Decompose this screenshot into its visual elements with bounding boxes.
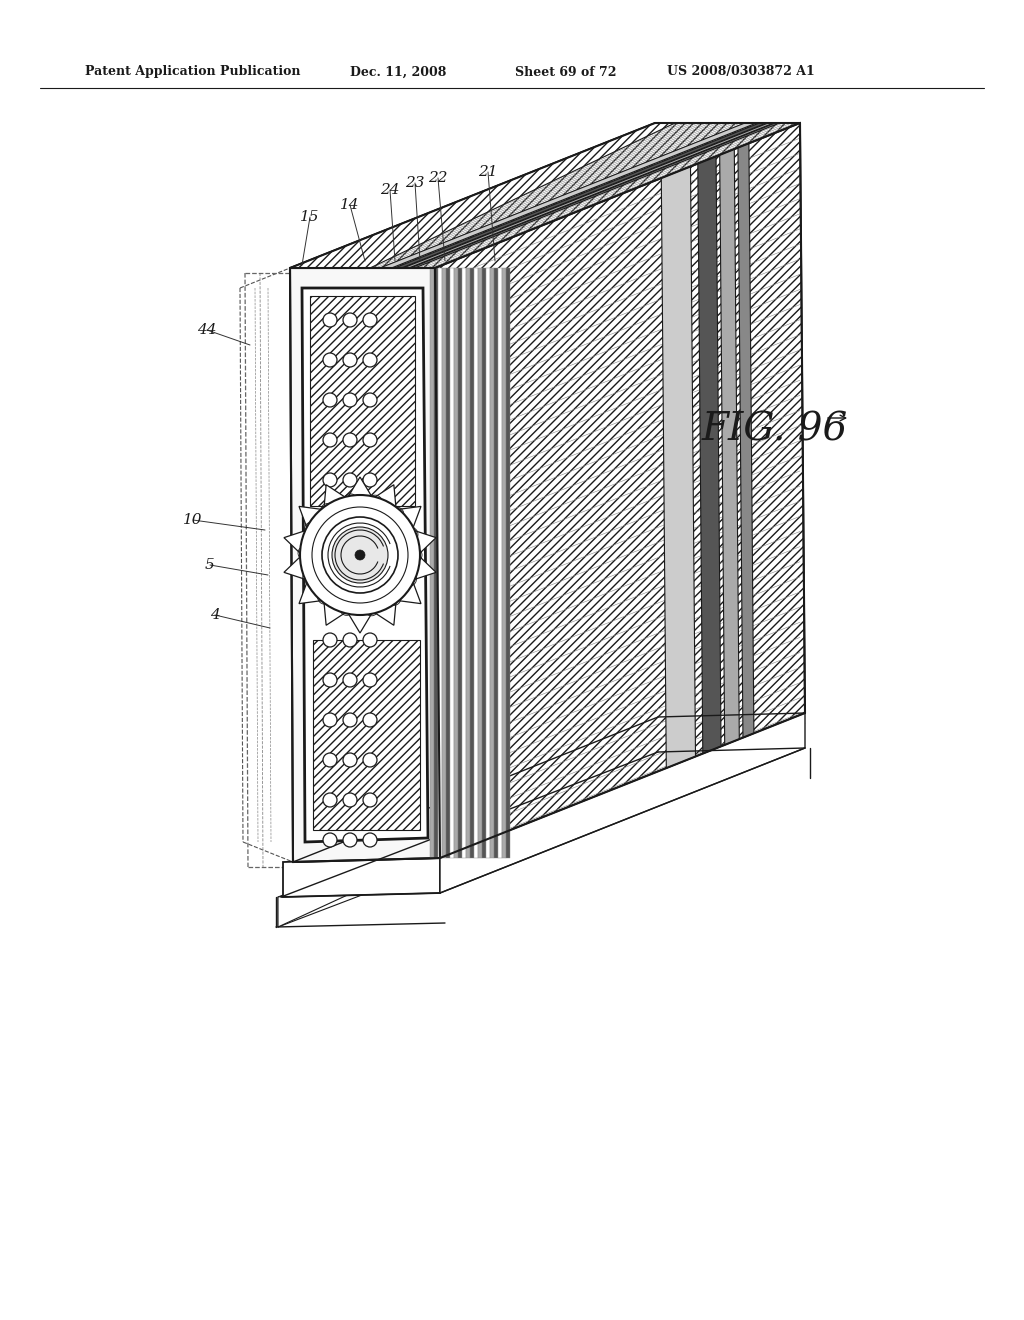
Polygon shape (506, 268, 510, 858)
Polygon shape (498, 268, 502, 858)
Circle shape (343, 433, 357, 447)
Polygon shape (403, 123, 774, 268)
Text: FIG. 96: FIG. 96 (701, 412, 848, 449)
Text: Sheet 69 of 72: Sheet 69 of 72 (515, 66, 616, 78)
Circle shape (323, 634, 337, 647)
Polygon shape (478, 268, 482, 858)
Polygon shape (302, 288, 428, 842)
Text: 4: 4 (210, 609, 220, 622)
Circle shape (323, 393, 337, 407)
Polygon shape (278, 752, 658, 927)
Polygon shape (450, 268, 454, 858)
Circle shape (343, 313, 357, 327)
Circle shape (343, 393, 357, 407)
Circle shape (323, 752, 337, 767)
Polygon shape (310, 296, 415, 506)
Circle shape (362, 352, 377, 367)
Polygon shape (490, 268, 494, 858)
Circle shape (362, 833, 377, 847)
Polygon shape (454, 268, 458, 858)
Text: 24: 24 (380, 183, 399, 197)
Circle shape (343, 713, 357, 727)
Circle shape (323, 793, 337, 807)
Polygon shape (697, 156, 721, 754)
Circle shape (355, 550, 365, 560)
Circle shape (323, 433, 337, 447)
Polygon shape (462, 268, 466, 858)
Text: 21: 21 (478, 165, 498, 180)
Polygon shape (411, 123, 779, 268)
Circle shape (323, 673, 337, 686)
Polygon shape (442, 268, 446, 858)
Text: US 2008/0303872 A1: US 2008/0303872 A1 (667, 66, 815, 78)
Polygon shape (438, 268, 442, 858)
Circle shape (343, 793, 357, 807)
Polygon shape (720, 149, 739, 744)
Polygon shape (278, 723, 805, 927)
Polygon shape (502, 268, 506, 858)
Circle shape (322, 517, 398, 593)
Circle shape (323, 713, 337, 727)
Circle shape (332, 527, 388, 583)
Polygon shape (470, 268, 474, 858)
Polygon shape (284, 477, 436, 634)
Text: Patent Application Publication: Patent Application Publication (85, 66, 300, 78)
Circle shape (362, 513, 377, 527)
Polygon shape (440, 713, 805, 894)
Circle shape (362, 634, 377, 647)
Circle shape (343, 473, 357, 487)
Polygon shape (430, 268, 434, 858)
Polygon shape (486, 268, 490, 858)
Polygon shape (313, 640, 420, 830)
Text: 10: 10 (183, 513, 203, 527)
Circle shape (323, 473, 337, 487)
Polygon shape (446, 268, 450, 858)
Text: 15: 15 (300, 210, 319, 224)
Circle shape (362, 673, 377, 686)
Polygon shape (290, 123, 675, 268)
Text: 44: 44 (198, 323, 217, 337)
Circle shape (362, 752, 377, 767)
Circle shape (362, 473, 377, 487)
Polygon shape (662, 166, 695, 768)
Circle shape (300, 495, 420, 615)
Circle shape (343, 833, 357, 847)
Circle shape (312, 507, 408, 603)
Polygon shape (283, 858, 440, 898)
Text: 22: 22 (428, 172, 447, 185)
Polygon shape (474, 268, 478, 858)
Text: 14: 14 (340, 198, 359, 213)
Circle shape (362, 433, 377, 447)
Polygon shape (290, 123, 800, 268)
Polygon shape (435, 123, 805, 858)
Circle shape (323, 313, 337, 327)
Circle shape (323, 833, 337, 847)
Polygon shape (434, 268, 438, 858)
Polygon shape (458, 268, 462, 858)
Circle shape (343, 634, 357, 647)
Circle shape (323, 513, 337, 527)
Text: 23: 23 (406, 176, 425, 190)
Text: 5: 5 (205, 558, 215, 572)
Circle shape (343, 673, 357, 686)
Circle shape (343, 513, 357, 527)
Circle shape (323, 352, 337, 367)
Polygon shape (466, 268, 470, 858)
Circle shape (343, 352, 357, 367)
Polygon shape (394, 123, 767, 268)
Circle shape (362, 793, 377, 807)
Polygon shape (290, 268, 440, 862)
Circle shape (362, 313, 377, 327)
Text: Dec. 11, 2008: Dec. 11, 2008 (350, 66, 446, 78)
Circle shape (343, 752, 357, 767)
Polygon shape (494, 268, 498, 858)
Polygon shape (738, 144, 754, 738)
Circle shape (362, 713, 377, 727)
Circle shape (362, 393, 377, 407)
Polygon shape (482, 268, 486, 858)
Polygon shape (380, 123, 757, 268)
